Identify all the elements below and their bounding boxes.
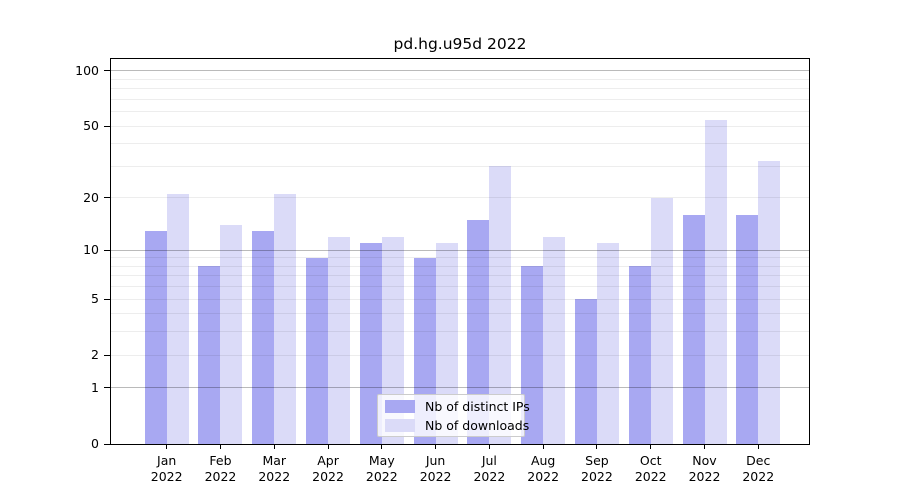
y-tick-label-10: 10 xyxy=(83,242,99,258)
bar-nb-of-downloads-may xyxy=(381,236,404,444)
x-tick-jan xyxy=(166,444,168,449)
legend-swatch-distinct-ips xyxy=(385,399,415,413)
x-tick-aug xyxy=(542,444,544,449)
y-tick-10 xyxy=(104,249,110,251)
x-tick-sep xyxy=(596,444,598,449)
x-tick-feb xyxy=(219,444,221,449)
chart-title: pd.hg.u95d 2022 xyxy=(393,35,527,53)
y-tick-label-20: 20 xyxy=(83,189,99,205)
x-tick-jul xyxy=(488,444,490,449)
x-tick-label-sep: Sep 2022 xyxy=(581,453,613,484)
gridline-minor-60 xyxy=(111,111,809,113)
legend-item-downloads: Nb of downloads xyxy=(385,418,529,433)
bar-nb-of-distinct-ips-sep xyxy=(574,299,597,444)
y-tick-label-0: 0 xyxy=(91,436,99,451)
y-tick-label-1: 1 xyxy=(91,379,99,395)
y-tick-2 xyxy=(104,354,110,356)
bar-nb-of-distinct-ips-dec xyxy=(736,214,759,444)
x-tick-label-dec: Dec 2022 xyxy=(742,453,775,484)
y-tick-20 xyxy=(104,197,110,199)
x-tick-dec xyxy=(757,444,759,449)
x-tick-label-may: May 2022 xyxy=(365,453,398,484)
x-tick-jun xyxy=(435,444,437,449)
bar-nb-of-downloads-jun xyxy=(435,243,458,444)
bar-nb-of-downloads-dec xyxy=(758,161,781,444)
bar-nb-of-downloads-jan xyxy=(166,194,189,444)
gridline-minor-70 xyxy=(111,98,809,100)
legend: Nb of distinct IPs Nb of downloads xyxy=(377,394,530,437)
bar-nb-of-distinct-ips-oct xyxy=(628,266,651,444)
legend-label-downloads: Nb of downloads xyxy=(425,417,530,433)
x-tick-label-jul: Jul 2022 xyxy=(473,453,506,484)
y-tick-1 xyxy=(104,387,110,389)
legend-item-distinct-ips: Nb of distinct IPs xyxy=(385,399,530,414)
x-tick-label-nov: Nov 2022 xyxy=(688,453,721,484)
bar-nb-of-downloads-sep xyxy=(596,243,619,444)
legend-label-distinct-ips: Nb of distinct IPs xyxy=(425,398,530,414)
y-tick-100 xyxy=(104,70,110,72)
plot-area xyxy=(110,58,810,445)
bar-nb-of-distinct-ips-apr xyxy=(306,257,329,444)
y-tick-50 xyxy=(104,125,110,127)
x-tick-label-jan: Jan 2022 xyxy=(150,453,183,484)
bar-nb-of-distinct-ips-jan xyxy=(144,230,167,444)
y-tick-label-2: 2 xyxy=(91,347,99,363)
bar-nb-of-distinct-ips-aug xyxy=(521,266,544,444)
y-tick-label-100: 100 xyxy=(75,62,99,78)
x-tick-label-aug: Aug 2022 xyxy=(527,453,560,484)
x-tick-nov xyxy=(704,444,705,449)
x-tick-label-jun: Jun 2022 xyxy=(419,453,452,484)
x-tick-label-oct: Oct 2022 xyxy=(634,453,667,484)
bar-nb-of-downloads-jul xyxy=(489,166,512,444)
gridline-major-100 xyxy=(111,70,809,72)
y-tick-0 xyxy=(104,443,110,445)
x-tick-label-apr: Apr 2022 xyxy=(312,453,344,484)
bar-nb-of-distinct-ips-mar xyxy=(252,230,275,444)
x-tick-may xyxy=(381,444,383,449)
bar-nb-of-distinct-ips-may xyxy=(359,243,382,444)
bar-nb-of-downloads-nov xyxy=(704,120,727,444)
bar-nb-of-downloads-apr xyxy=(328,236,351,444)
bar-nb-of-distinct-ips-nov xyxy=(682,214,705,444)
bar-nb-of-distinct-ips-feb xyxy=(198,266,221,444)
x-tick-oct xyxy=(650,444,652,449)
y-tick-label-50: 50 xyxy=(83,118,99,134)
x-tick-mar xyxy=(273,444,275,449)
bar-nb-of-downloads-mar xyxy=(274,194,297,444)
legend-swatch-downloads xyxy=(385,418,415,432)
y-tick-label-5: 5 xyxy=(91,291,99,307)
bar-nb-of-distinct-ips-jul xyxy=(467,219,490,444)
bar-nb-of-downloads-feb xyxy=(220,225,243,444)
x-tick-label-feb: Feb 2022 xyxy=(204,453,237,484)
bar-nb-of-downloads-aug xyxy=(543,236,566,444)
x-tick-apr xyxy=(327,444,329,449)
y-tick-5 xyxy=(104,298,110,300)
gridline-minor-90 xyxy=(111,78,809,80)
gridline-minor-80 xyxy=(111,88,809,90)
x-tick-label-mar: Mar 2022 xyxy=(258,453,291,484)
bar-nb-of-downloads-oct xyxy=(650,197,673,444)
